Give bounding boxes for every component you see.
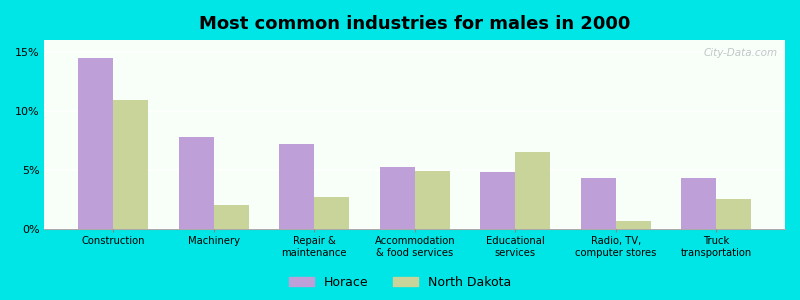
Bar — [515, 152, 550, 229]
Bar — [214, 205, 249, 229]
Bar — [581, 178, 616, 229]
Bar — [178, 137, 214, 229]
Bar — [681, 178, 716, 229]
Bar — [480, 172, 515, 229]
Bar — [78, 58, 114, 229]
Bar — [314, 197, 350, 229]
Bar — [616, 220, 651, 229]
Text: City-Data.com: City-Data.com — [703, 48, 778, 58]
Bar — [379, 167, 414, 229]
Title: Most common industries for males in 2000: Most common industries for males in 2000 — [199, 15, 630, 33]
Bar — [716, 199, 751, 229]
Bar — [414, 171, 450, 229]
Bar — [114, 100, 149, 229]
Bar — [279, 144, 314, 229]
Legend: Horace, North Dakota: Horace, North Dakota — [283, 271, 517, 294]
